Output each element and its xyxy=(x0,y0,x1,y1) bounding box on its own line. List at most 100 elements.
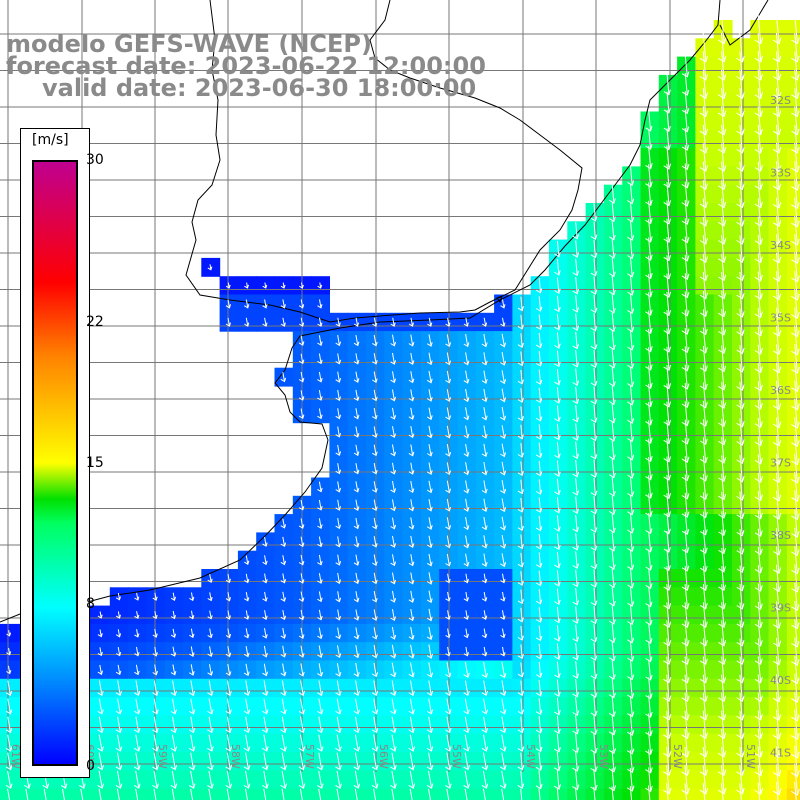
wind-arrow xyxy=(115,680,122,697)
wind-arrow xyxy=(554,332,561,349)
wind-arrow xyxy=(134,680,141,697)
wind-arrow xyxy=(554,533,561,551)
wind-arrow xyxy=(772,271,782,301)
wind-arrow xyxy=(773,637,782,666)
wind-arrow xyxy=(335,536,342,548)
wind-arrow xyxy=(371,698,379,715)
wind-arrow xyxy=(754,326,763,355)
wind-arrow xyxy=(681,692,690,721)
wind-cell xyxy=(311,788,330,800)
wind-arrow xyxy=(298,317,305,327)
wind-arrow xyxy=(754,308,763,337)
wind-arrow xyxy=(170,752,178,771)
wind-arrow xyxy=(590,714,598,736)
wind-arrow xyxy=(481,628,488,639)
wind-arrow xyxy=(152,734,159,752)
wind-arrow xyxy=(754,472,763,502)
wind-cell xyxy=(786,788,800,800)
lon-label: 59W xyxy=(156,744,169,769)
wind-arrow xyxy=(353,334,360,347)
wind-arrow xyxy=(280,317,286,327)
wind-arrow xyxy=(335,389,342,402)
wind-arrow xyxy=(791,234,800,265)
wind-arrow xyxy=(335,663,342,677)
wind-arrow xyxy=(6,630,12,637)
wind-arrow xyxy=(699,180,708,209)
wind-arrow xyxy=(426,698,434,715)
wind-cell xyxy=(603,788,623,800)
wind-arrow xyxy=(372,591,378,603)
wind-arrow xyxy=(225,299,231,309)
wind-arrow xyxy=(627,239,635,260)
wind-arrow xyxy=(791,709,800,741)
wind-cell xyxy=(347,788,367,800)
wind-arrow xyxy=(280,591,287,602)
wind-arrow xyxy=(718,620,727,647)
wind-arrow xyxy=(371,734,379,752)
wind-arrow xyxy=(535,662,543,678)
wind-arrow xyxy=(663,746,672,777)
wind-arrow xyxy=(372,334,378,347)
wind-arrow xyxy=(317,317,323,327)
wind-arrow xyxy=(353,662,360,678)
wind-arrow xyxy=(335,518,342,530)
wind-arrow xyxy=(627,513,635,534)
wind-arrow xyxy=(718,437,727,464)
wind-arrow xyxy=(681,346,690,372)
wind-arrow xyxy=(702,783,706,800)
wind-arrow xyxy=(754,674,763,703)
wind-arrow xyxy=(335,554,342,566)
wind-arrow xyxy=(718,143,727,172)
wind-arrow xyxy=(6,665,12,675)
wind-arrow xyxy=(627,422,635,443)
wind-arrow xyxy=(772,326,782,356)
wind-arrow xyxy=(681,291,690,317)
wind-arrow xyxy=(699,382,708,409)
wind-arrow xyxy=(608,768,617,792)
wind-arrow xyxy=(645,237,653,261)
wind-arrow xyxy=(627,184,635,205)
wind-arrow xyxy=(535,680,543,697)
wind-arrow xyxy=(188,734,196,752)
wind-arrow xyxy=(754,51,763,81)
wind-arrow xyxy=(736,124,745,154)
lat-label: 36S xyxy=(770,384,791,397)
wind-cell xyxy=(292,788,312,800)
wind-arrow xyxy=(353,371,360,383)
wind-arrow xyxy=(353,645,360,659)
wind-arrow xyxy=(207,574,213,583)
wind-arrow xyxy=(754,363,763,392)
wind-arrow xyxy=(517,698,524,715)
wind-arrow xyxy=(736,88,745,118)
wind-arrow xyxy=(500,333,507,348)
wind-arrow xyxy=(372,426,378,438)
wind-arrow xyxy=(481,407,488,421)
wind-arrow xyxy=(298,770,306,789)
wind-arrow xyxy=(681,273,690,299)
wind-arrow xyxy=(681,236,690,262)
wind-cell xyxy=(274,788,294,800)
wind-arrow xyxy=(590,642,598,661)
wind-cell xyxy=(329,788,349,800)
wind-arrow xyxy=(354,788,358,800)
wind-arrow xyxy=(481,480,488,494)
wind-cell xyxy=(183,788,202,800)
wind-cell xyxy=(786,20,800,39)
wind-arrow xyxy=(517,734,525,752)
wind-arrow xyxy=(572,295,580,313)
wind-arrow xyxy=(481,752,489,771)
wind-arrow xyxy=(371,645,378,659)
wind-arrow xyxy=(317,645,323,658)
wind-arrow xyxy=(608,513,616,534)
wind-arrow xyxy=(791,106,800,136)
wind-arrow xyxy=(390,481,397,493)
wind-arrow xyxy=(298,752,306,771)
wind-arrow xyxy=(772,143,782,173)
wind-arrow xyxy=(317,554,323,566)
wind-arrow xyxy=(572,697,580,717)
wind-arrow xyxy=(663,419,672,445)
wind-arrow xyxy=(463,646,469,657)
wind-arrow xyxy=(645,713,653,737)
wind-cell xyxy=(677,788,696,800)
wind-arrow xyxy=(772,14,782,45)
